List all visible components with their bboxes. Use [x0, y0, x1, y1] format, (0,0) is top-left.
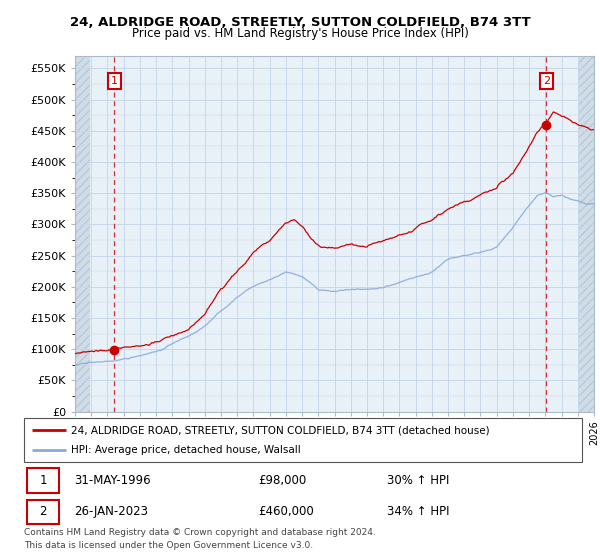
- Text: 31-MAY-1996: 31-MAY-1996: [74, 474, 151, 487]
- Text: 30% ↑ HPI: 30% ↑ HPI: [387, 474, 449, 487]
- Text: Price paid vs. HM Land Registry's House Price Index (HPI): Price paid vs. HM Land Registry's House …: [131, 27, 469, 40]
- Text: 26-JAN-2023: 26-JAN-2023: [74, 505, 148, 519]
- Bar: [75, 56, 90, 412]
- Text: 2: 2: [543, 76, 550, 86]
- Text: Contains HM Land Registry data © Crown copyright and database right 2024.
This d: Contains HM Land Registry data © Crown c…: [24, 528, 376, 549]
- Text: 24, ALDRIDGE ROAD, STREETLY, SUTTON COLDFIELD, B74 3TT (detached house): 24, ALDRIDGE ROAD, STREETLY, SUTTON COLD…: [71, 425, 490, 435]
- Text: 1: 1: [39, 474, 47, 487]
- Text: 34% ↑ HPI: 34% ↑ HPI: [387, 505, 449, 519]
- Text: 1: 1: [111, 76, 118, 86]
- Text: 2: 2: [39, 505, 47, 519]
- Text: £98,000: £98,000: [259, 474, 307, 487]
- FancyBboxPatch shape: [24, 418, 582, 462]
- FancyBboxPatch shape: [27, 500, 59, 524]
- Bar: [579, 56, 594, 412]
- Text: HPI: Average price, detached house, Walsall: HPI: Average price, detached house, Wals…: [71, 445, 301, 455]
- Text: 24, ALDRIDGE ROAD, STREETLY, SUTTON COLDFIELD, B74 3TT: 24, ALDRIDGE ROAD, STREETLY, SUTTON COLD…: [70, 16, 530, 29]
- FancyBboxPatch shape: [27, 468, 59, 493]
- Text: £460,000: £460,000: [259, 505, 314, 519]
